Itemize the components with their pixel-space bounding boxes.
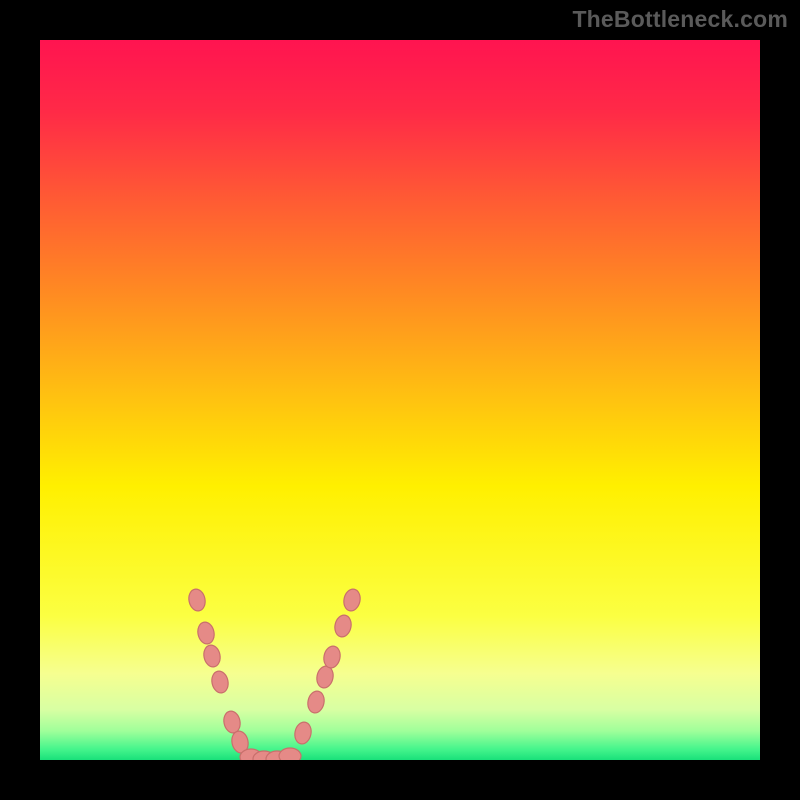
bottleneck-curve-chart — [0, 0, 800, 800]
watermark-text: TheBottleneck.com — [572, 6, 788, 33]
chart-frame: TheBottleneck.com — [0, 0, 800, 800]
plot-background — [40, 40, 760, 760]
